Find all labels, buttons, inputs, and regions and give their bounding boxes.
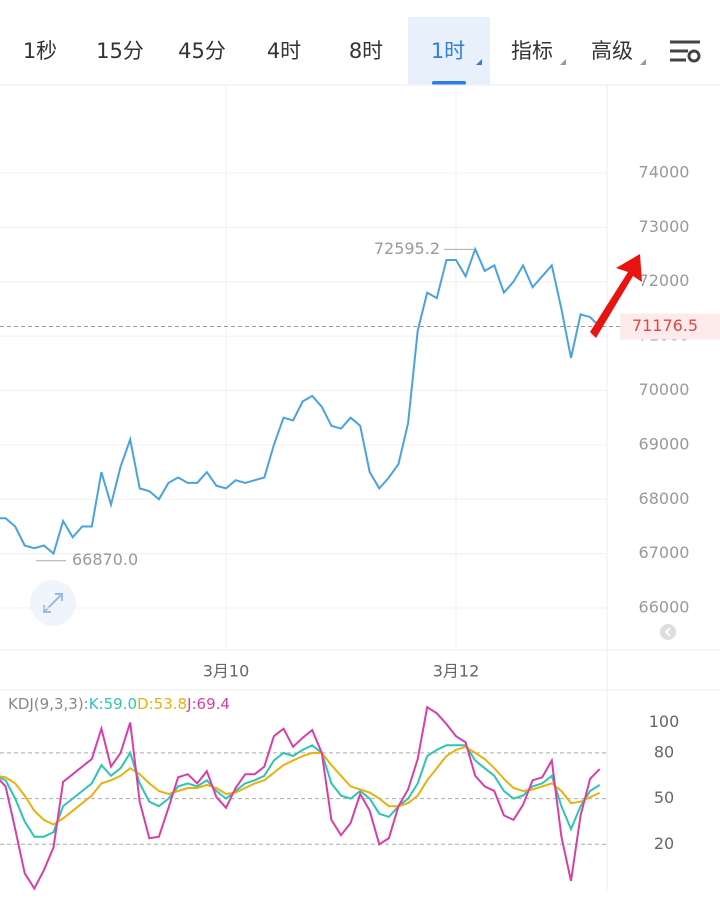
- y-tick-label: 70000: [639, 380, 690, 399]
- x-tick-label: 3月10: [203, 662, 250, 681]
- indicator-line: [0, 744, 601, 838]
- active-tab-bar: [432, 81, 466, 85]
- y-tick-label: 72000: [639, 271, 690, 290]
- indicator-line: [0, 705, 601, 891]
- tab[interactable]: 4时: [267, 39, 301, 63]
- y-tick-label: 100: [649, 712, 680, 731]
- y-tick-label: 74000: [639, 162, 690, 181]
- x-tick-label: 3月12: [433, 662, 480, 681]
- settings-icon[interactable]: [670, 40, 701, 63]
- min-label: 66870.0: [72, 550, 138, 569]
- tab[interactable]: 高级: [591, 39, 633, 63]
- last-price-box: [620, 313, 720, 340]
- y-tick-label: 20: [654, 834, 674, 853]
- y-tick-label: 73000: [639, 217, 690, 236]
- dropdown-marker: [476, 59, 482, 65]
- legend-entry: J:69.4: [186, 695, 230, 713]
- last-price-label: 71176.5: [632, 316, 698, 335]
- collapse-button[interactable]: [660, 624, 676, 640]
- y-tick-label: 67000: [639, 543, 690, 562]
- tab[interactable]: 指标: [511, 39, 553, 63]
- tab[interactable]: 15分: [96, 39, 144, 63]
- y-tick-label: 68000: [639, 489, 690, 508]
- indicator-line: [0, 745, 601, 826]
- y-tick-label: 80: [654, 742, 674, 761]
- legend-entry: K:59.0: [89, 695, 137, 713]
- y-tick-label: 50: [654, 788, 674, 807]
- tab[interactable]: 1时: [431, 39, 465, 63]
- tab[interactable]: 1秒: [23, 39, 57, 63]
- indicator-legend: KDJ(9,3,3):K:59.0D:53.8J:69.4: [8, 695, 230, 713]
- expand-button[interactable]: [30, 580, 76, 626]
- y-tick-label: 69000: [639, 434, 690, 453]
- price-line: [0, 246, 601, 556]
- dropdown-marker: [640, 59, 646, 65]
- annotation-arrow: [590, 254, 642, 338]
- legend-entry: D:53.8: [137, 695, 187, 713]
- indicator-title: KDJ(9,3,3):: [8, 695, 89, 713]
- active-tab-bg: [408, 17, 490, 85]
- y-tick-label: 66000: [639, 598, 690, 617]
- tab[interactable]: 8时: [349, 39, 383, 63]
- dropdown-marker: [560, 59, 566, 65]
- tab[interactable]: 45分: [178, 39, 226, 63]
- max-label: 72595.2: [374, 239, 440, 258]
